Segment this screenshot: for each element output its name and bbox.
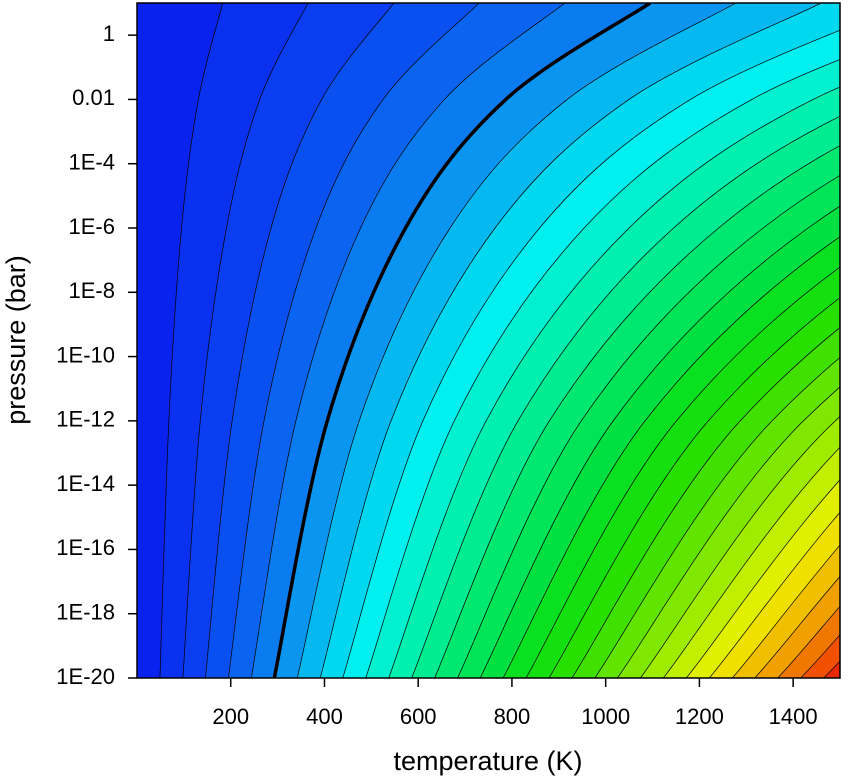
contour-band: [823, 661, 840, 678]
contour-band: [800, 634, 840, 678]
contour-line: [457, 174, 840, 678]
y-tick-label: 1E-14: [56, 471, 115, 496]
y-tick-label: 1: [103, 21, 115, 46]
y-tick-label: 1E-20: [56, 664, 115, 689]
x-tick-label: 1200: [675, 704, 724, 729]
contour-line: [479, 205, 840, 678]
x-tick-label: 600: [400, 704, 437, 729]
axes: 200 400 600 800 1000 1200 1400 1 0.01 1E-4 1E-6 1E-…: [56, 2, 841, 729]
contour-line: [272, 3, 652, 678]
y-tick-label: 0.01: [72, 85, 115, 110]
contour-line: [594, 357, 840, 678]
x-tick-label: 800: [494, 704, 531, 729]
y-tick-label: 1E-12: [56, 407, 115, 432]
contour-line: [434, 145, 840, 678]
contour-line: [525, 266, 840, 678]
plot-area: [137, 3, 840, 678]
x-axis-title: temperature (K): [393, 746, 582, 776]
contour-line: [365, 59, 840, 678]
contour-line: [617, 386, 840, 678]
x-tick-label: 1000: [581, 704, 630, 729]
contour-line: [571, 327, 840, 678]
contour-line: [548, 297, 840, 678]
y-axis-title: pressure (bar): [1, 255, 31, 425]
plot-frame: [136, 2, 841, 679]
contour-line: [251, 3, 566, 678]
contour-line: [686, 479, 840, 678]
y-tick-label: 1E-4: [69, 150, 115, 175]
contour-line: [411, 115, 840, 678]
x-tick-label: 1400: [769, 704, 818, 729]
y-tick-label: 1E-10: [56, 342, 115, 367]
contour-line: [182, 3, 309, 678]
contour-line: [319, 3, 822, 678]
contour-line: [342, 29, 840, 678]
y-tick-label: 1E-18: [56, 600, 115, 625]
contour-line: [228, 3, 480, 678]
contour-line: [205, 3, 395, 678]
x-tick-label: 200: [212, 704, 249, 729]
contour-line: [388, 86, 840, 678]
x-tick-label: 400: [306, 704, 343, 729]
contour-line: [640, 416, 840, 678]
contour-line: [663, 446, 840, 678]
contour-line: [502, 236, 840, 678]
contour-line: [296, 3, 737, 678]
contour-line: [159, 3, 224, 678]
y-tick-label: 1E-6: [69, 214, 115, 239]
y-tick-label: 1E-16: [56, 535, 115, 560]
y-tick-label: 1E-8: [69, 278, 115, 303]
